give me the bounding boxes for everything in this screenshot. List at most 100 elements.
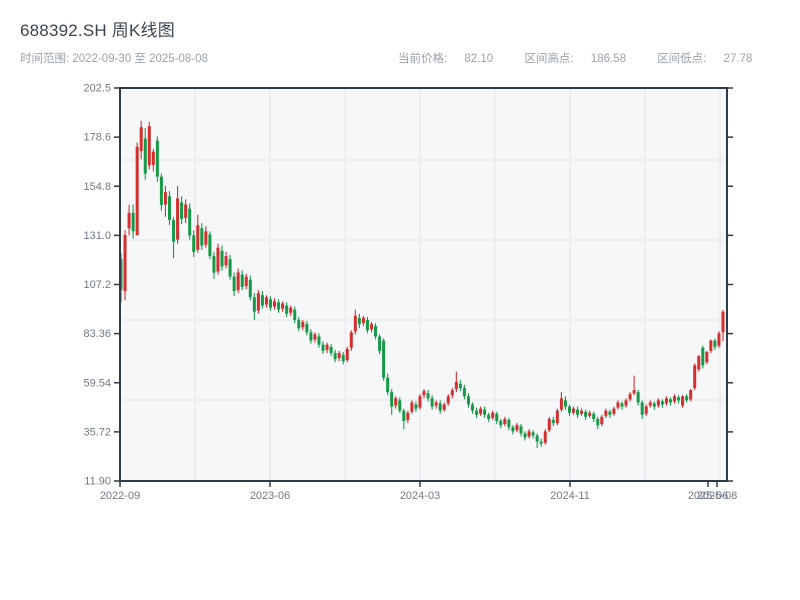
candle-body — [204, 231, 208, 245]
range-low-stat: 区间低点: 27.78 — [657, 53, 766, 65]
candle-body — [523, 433, 527, 438]
y-tick-label: 35.72 — [83, 426, 111, 438]
candle-body — [200, 228, 204, 246]
y-axis: 202.5 178.6 154.8 131.0 107.2 83.36 59.54 35.72… — [83, 83, 733, 488]
candle-body — [333, 352, 337, 360]
range-low-label: 区间低点: — [657, 53, 707, 65]
candle-body — [701, 347, 705, 366]
candle-body — [438, 403, 442, 411]
candle-body — [309, 332, 313, 341]
candle-body — [491, 412, 495, 418]
candle-body — [382, 340, 386, 378]
candle-body — [644, 406, 648, 414]
candle-body — [559, 398, 563, 410]
candle-body — [503, 418, 507, 425]
candle-body — [709, 340, 713, 351]
candle-body — [386, 377, 390, 393]
candle-body — [369, 324, 373, 330]
range-high-stat: 区间高点: 186.58 — [524, 53, 640, 65]
candle-body — [547, 418, 551, 431]
candle-body — [673, 396, 677, 402]
candle-body — [297, 319, 301, 329]
candle-body — [268, 299, 272, 308]
candle-body — [228, 259, 232, 277]
candle-body — [616, 402, 620, 408]
candle-body — [519, 426, 523, 434]
candle-body — [624, 400, 628, 406]
range-low-value: 27.78 — [723, 53, 753, 65]
candle-body — [608, 411, 612, 415]
candle-body — [705, 351, 709, 363]
candle-body — [434, 402, 438, 406]
candle-body — [632, 390, 636, 394]
candle-body — [216, 247, 220, 272]
candle-body — [495, 413, 499, 421]
candle-body — [341, 355, 345, 362]
candle-body — [131, 212, 135, 232]
candle-body — [422, 391, 426, 396]
candle-body — [277, 302, 281, 310]
candle-body — [527, 431, 531, 437]
candle-body — [507, 419, 511, 428]
candle-body — [717, 333, 721, 346]
candle-body — [656, 400, 660, 406]
candle-body — [426, 393, 430, 399]
x-tick-label: 2024-11 — [550, 490, 590, 502]
candle-body — [660, 401, 664, 405]
candle-body — [531, 432, 535, 436]
candle-body — [677, 397, 681, 401]
page-title: 688392.SH 周K线图 — [20, 21, 175, 40]
candle-body — [353, 315, 357, 332]
candle-body — [499, 420, 503, 426]
candle-body — [264, 297, 268, 305]
x-tick-label: 2023-06 — [250, 490, 290, 502]
candle-body — [220, 250, 224, 267]
x-axis: 2022-09 2023-06 2024-03 2024-11 2025-062025-… — [100, 481, 737, 502]
candle-body — [450, 390, 454, 396]
candle-body — [576, 409, 580, 415]
candle-body — [685, 396, 689, 401]
candle-body — [184, 204, 188, 218]
candle-body — [539, 441, 543, 444]
candle-body — [479, 408, 483, 414]
candle-body — [454, 381, 458, 390]
candle-body — [580, 410, 584, 414]
candle-body — [159, 176, 163, 205]
candle-body — [398, 400, 402, 411]
candle-body — [135, 146, 139, 236]
candles — [119, 120, 725, 449]
candle-body — [563, 400, 567, 407]
candle-body — [345, 348, 349, 361]
range-high-value: 186.58 — [590, 53, 626, 65]
candle-body — [418, 396, 422, 408]
candle-body — [410, 402, 414, 412]
gridlines — [121, 89, 726, 480]
candle-body — [273, 301, 277, 307]
candle-body — [515, 425, 519, 431]
candle-body — [458, 383, 462, 389]
candle-body — [232, 276, 236, 292]
price-stats: 当前价格: 82.10 区间高点: 186.58 区间低点: 27.78 — [398, 50, 780, 66]
candle-body — [693, 365, 697, 389]
candle-body — [224, 256, 228, 266]
candle-body — [321, 344, 325, 351]
x-tick-label: 2022-09 — [100, 490, 140, 502]
candle-body — [600, 416, 604, 425]
date-range-label: 时间范围: 2022-09-30 至 2025-08-08 — [20, 53, 208, 65]
candle-body — [584, 411, 588, 417]
candle-body — [143, 138, 147, 174]
candle-body — [357, 317, 361, 325]
candle-body — [689, 390, 693, 400]
candle-body — [596, 418, 600, 426]
candle-body — [551, 419, 555, 424]
candle-body — [285, 305, 289, 314]
candle-body — [176, 198, 180, 240]
y-tick-label: 154.8 — [83, 181, 111, 193]
candle-body — [361, 317, 365, 324]
candle-body — [648, 402, 652, 406]
candle-body — [317, 336, 321, 345]
range-high-label: 区间高点: — [524, 53, 574, 65]
candle-body — [147, 126, 151, 166]
